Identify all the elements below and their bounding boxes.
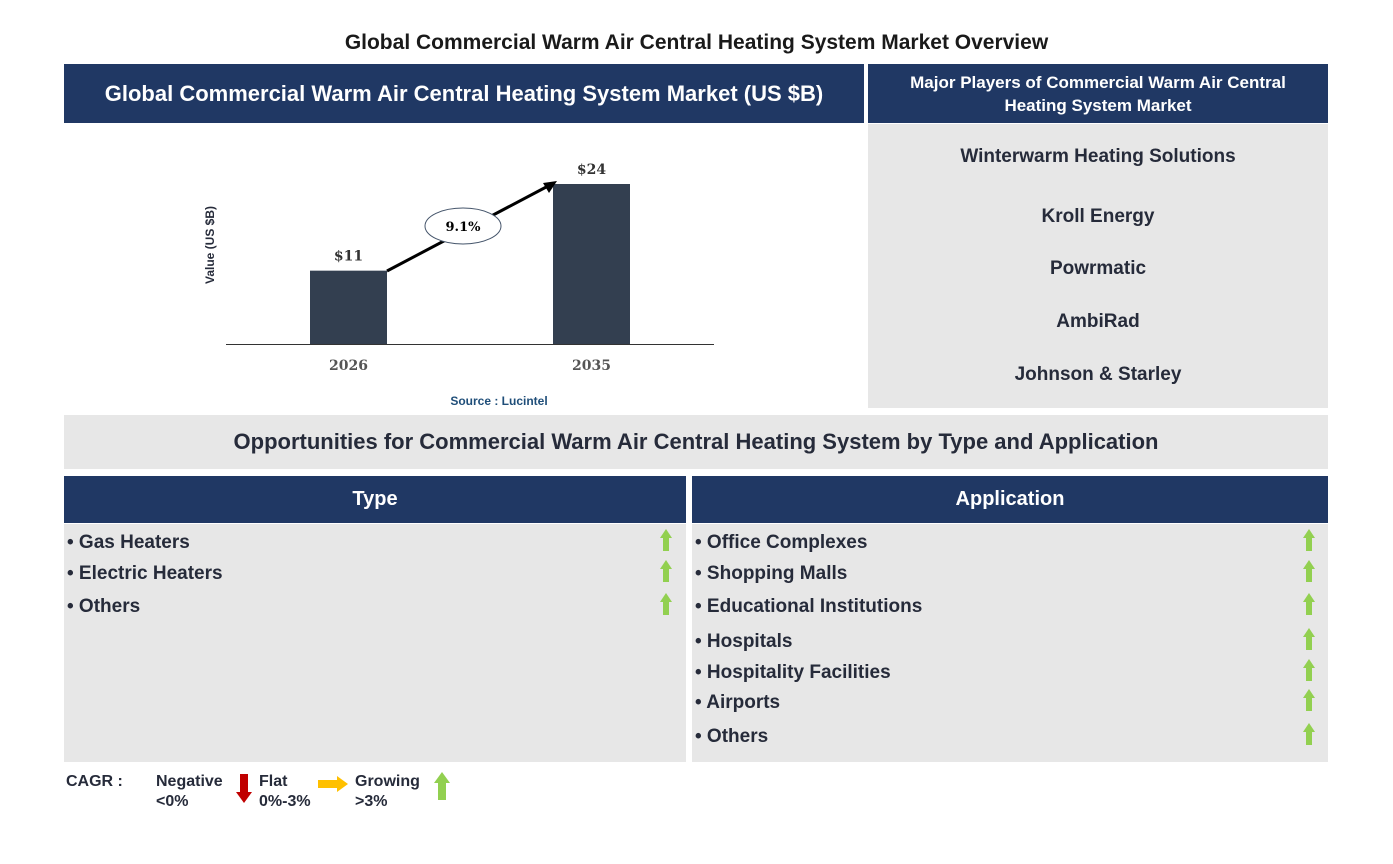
application-item: • Shopping Malls	[695, 563, 848, 584]
arrow-head-icon	[543, 181, 557, 193]
player-item: Powrmatic	[1049, 258, 1147, 279]
market-chart: Value (US $B) $11 2026 $24 2035 9.1% Source…	[203, 162, 714, 408]
application-list	[692, 524, 1328, 762]
arrow-up-green-icon	[660, 560, 672, 582]
bar-2026	[310, 270, 387, 344]
legend-flat-label: Flat	[259, 773, 288, 790]
type-header: Type	[64, 476, 686, 523]
opportunities-header: Opportunities for Commercial Warm Air Ce…	[64, 415, 1328, 469]
type-item: • Gas Heaters	[67, 532, 190, 553]
application-item: • Airports	[695, 692, 781, 713]
players-panel	[868, 124, 1328, 408]
x-tick-label: 2026	[329, 358, 368, 374]
data-label: $11	[334, 249, 363, 265]
legend-flat-range: 0%-3%	[259, 793, 311, 810]
arrow-up-green-icon	[660, 593, 672, 615]
application-item: • Educational Institutions	[695, 596, 923, 617]
arrow-up-green-icon	[1303, 529, 1315, 551]
application-item: • Hospitality Facilities	[695, 662, 891, 683]
arrow-up-green-icon	[660, 529, 672, 551]
application-item: • Hospitals	[695, 631, 793, 652]
cagr-ellipse	[424, 207, 502, 245]
legend-growing-range: >3%	[355, 793, 388, 810]
arrow-up-green-icon	[1303, 659, 1315, 681]
y-axis-label: Value (US $B)	[203, 206, 217, 284]
bar-2035	[553, 184, 630, 344]
arrow-up-green-icon	[1303, 593, 1315, 615]
arrow-up-green-icon	[1303, 723, 1315, 745]
players-header: Major Players of Commercial Warm Air Cen…	[868, 64, 1328, 123]
data-label: $24	[577, 162, 606, 178]
legend-negative: Negative <0%	[156, 772, 223, 812]
page-title: Global Commercial Warm Air Central Heati…	[344, 31, 1049, 54]
arrow-up-green-icon	[1303, 689, 1315, 711]
player-item: Winterwarm Heating Solutions	[960, 146, 1236, 167]
x-tick-label: 2035	[572, 358, 611, 374]
legend-negative-label: Negative	[156, 773, 223, 790]
legend-label: CAGR :	[66, 773, 123, 790]
player-item: Kroll Energy	[1041, 206, 1155, 227]
legend-growing-label: Growing	[355, 773, 420, 790]
legend-negative-range: <0%	[156, 793, 189, 810]
market-header: Global Commercial Warm Air Central Heati…	[64, 64, 864, 123]
type-list	[64, 524, 686, 762]
legend-flat: Flat 0%-3%	[259, 772, 311, 812]
application-item: • Others	[695, 726, 769, 747]
legend-growing: Growing >3%	[355, 772, 420, 812]
player-item: AmbiRad	[1056, 311, 1140, 332]
arrow-right-yellow-icon	[318, 776, 348, 792]
player-item: Johnson & Starley	[1014, 364, 1182, 385]
application-header: Application	[692, 476, 1328, 523]
application-item: • Office Complexes	[695, 532, 868, 553]
source-label: Source : Lucintel	[450, 394, 547, 408]
arrow-up-green-icon	[434, 772, 450, 800]
arrow-up-green-icon	[1303, 628, 1315, 650]
type-item: • Electric Heaters	[67, 563, 223, 584]
type-item: • Others	[67, 596, 141, 617]
cagr-label: 9.1%	[446, 220, 482, 235]
arrow-down-red-icon	[236, 774, 252, 803]
arrow-up-green-icon	[1303, 560, 1315, 582]
